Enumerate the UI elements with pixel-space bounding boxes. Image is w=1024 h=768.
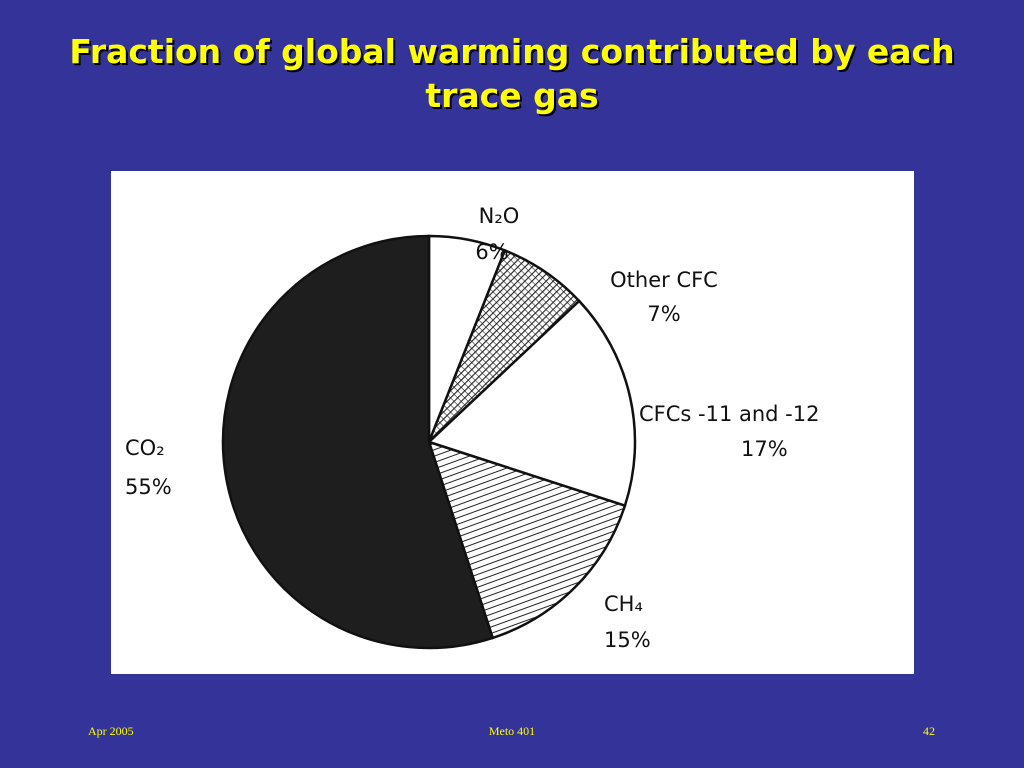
footer-page-number: 42 <box>923 724 935 738</box>
footer-date: Apr 2005 <box>88 724 134 738</box>
pie-slice-co <box>221 234 495 650</box>
label-n2o-value: 6% <box>475 240 508 264</box>
label-cfcs-11-12-value: 17% <box>741 437 788 461</box>
label-other-cfc: Other CFC <box>610 268 718 292</box>
label-ch4-value: 15% <box>604 628 651 652</box>
label-other-cfc-value: 7% <box>647 302 680 326</box>
label-cfcs-11-12: CFCs -11 and -12 <box>639 402 819 426</box>
pie-chart: N₂O 6% Other CFC 7% CFCs -11 and -12 17%… <box>125 204 819 652</box>
slide-title: Fraction of global warming contributed b… <box>69 32 955 115</box>
label-ch4: CH₄ <box>604 592 643 616</box>
label-n2o: N₂O <box>479 204 520 228</box>
footer-course: Meto 401 <box>488 724 536 738</box>
label-co2: CO₂ <box>125 436 165 460</box>
pie-chart-panel: N₂O 6% Other CFC 7% CFCs -11 and -12 17%… <box>111 171 914 674</box>
label-co2-value: 55% <box>125 475 172 499</box>
pie-slice-cfcs-11-and-12 <box>426 299 637 508</box>
